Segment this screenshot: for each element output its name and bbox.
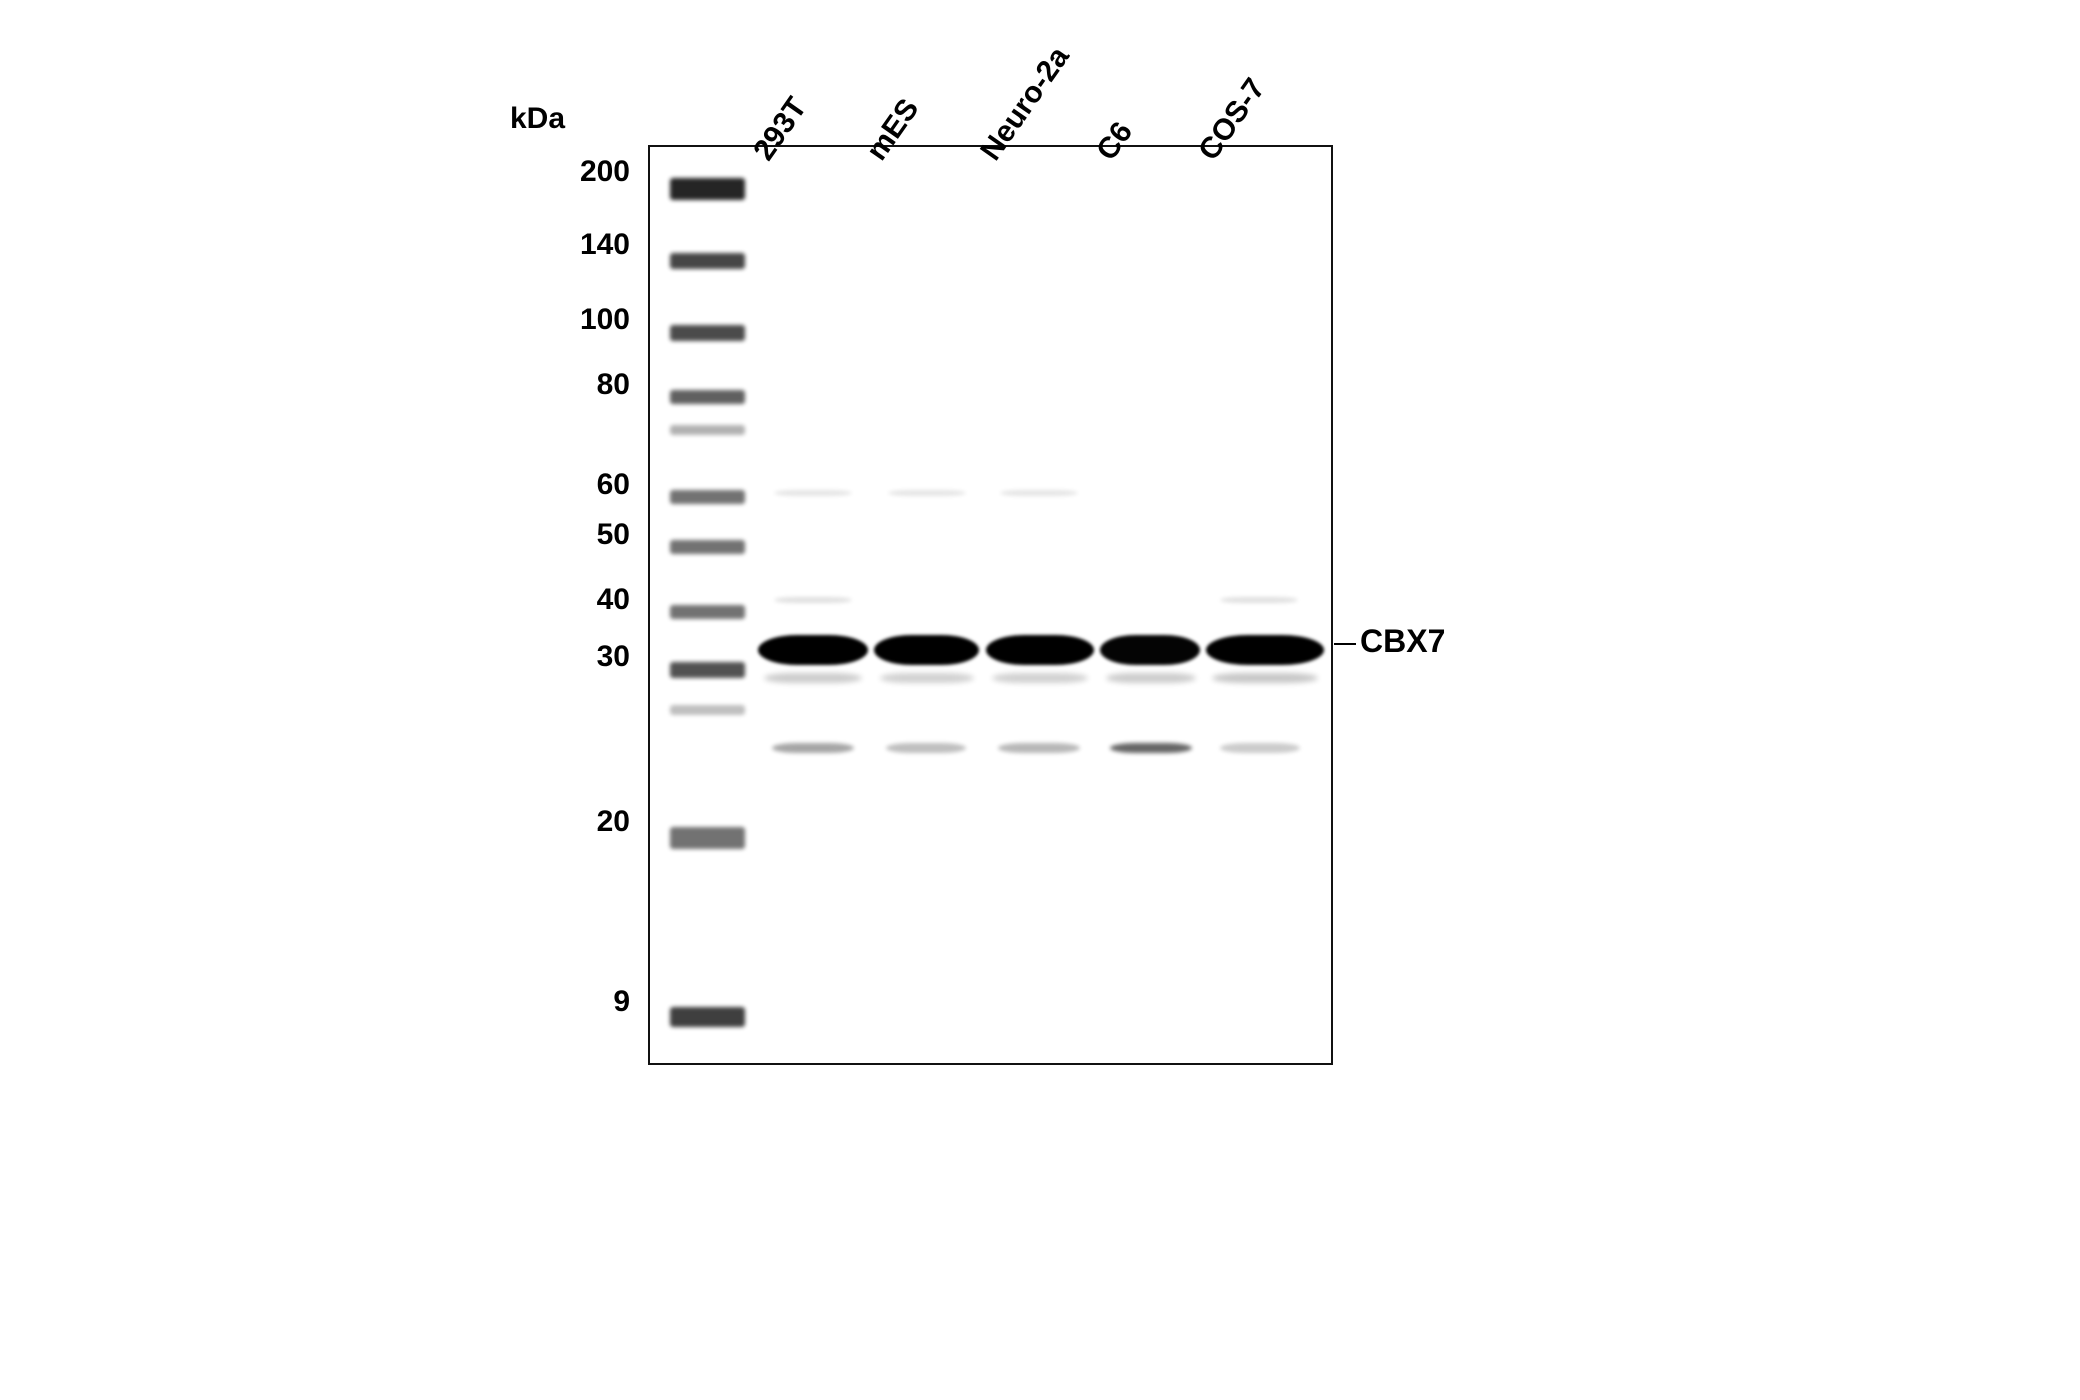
band-smear [992,673,1088,683]
ladder-band [670,390,745,404]
ladder-band [670,540,745,554]
cbx7-band [986,635,1094,665]
mw-marker-label: 20 [540,805,630,839]
ladder-band [670,178,745,200]
secondary-band [886,743,966,753]
mw-marker-label: 9 [540,985,630,1019]
mw-marker-label: 40 [540,583,630,617]
secondary-band [1110,743,1192,753]
mw-marker-label: 30 [540,640,630,674]
ladder-band [670,253,745,269]
kda-title: kDa [510,102,565,136]
mw-marker-label: 200 [540,155,630,189]
band-smear [880,673,974,683]
ladder-band [670,605,745,619]
faint-band [1220,597,1298,603]
faint-band [774,597,852,603]
band-smear [764,673,862,683]
mw-marker-label: 140 [540,228,630,262]
blot-frame [648,145,1333,1065]
faint-band [888,490,966,496]
band-smear [1212,673,1318,683]
western-blot-figure: kDa 2001401008060504030209 293TmESNeuro-… [520,130,1600,1250]
secondary-band [998,743,1080,753]
secondary-band [772,743,854,753]
cbx7-band [1206,635,1324,665]
ladder-band [670,662,745,678]
band-smear [1106,673,1196,683]
faint-band [1000,490,1078,496]
mw-marker-label: 60 [540,468,630,502]
ladder-band [670,425,745,435]
ladder-band [670,490,745,504]
ladder-band [670,1007,745,1027]
mw-marker-label: 50 [540,518,630,552]
ladder-band [670,827,745,849]
mw-marker-label: 100 [540,303,630,337]
ladder-band [670,325,745,341]
mw-marker-label: 80 [540,368,630,402]
ladder-band [670,705,745,715]
cbx7-band [874,635,979,665]
target-tick [1334,643,1356,645]
target-protein-label: CBX7 [1360,623,1445,660]
cbx7-band [758,635,868,665]
faint-band [774,490,852,496]
cbx7-band [1100,635,1200,665]
secondary-band [1220,743,1300,753]
